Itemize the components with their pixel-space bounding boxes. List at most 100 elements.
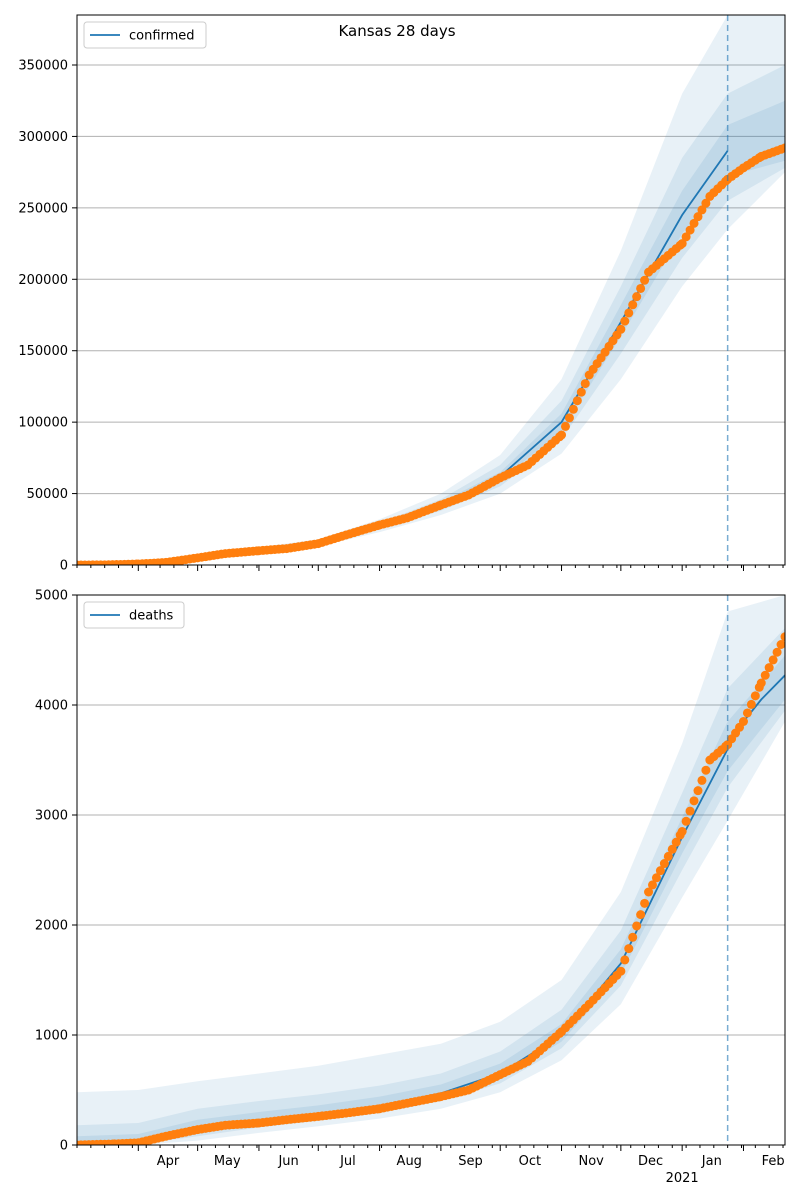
confirmed-interval-band-1 [77,65,785,565]
confirmed-observed-point [632,292,642,302]
confirmed-ytick-label: 200000 [18,273,68,288]
deaths-plot-area [77,595,785,1145]
chart-title: Kansas 28 days [338,22,455,40]
deaths-interval-band-0 [77,595,785,1145]
deaths-observed-point [636,910,646,920]
deaths-observed-point [681,816,691,826]
confirmed-interval-band-0 [77,15,785,565]
deaths-observed-point [628,932,638,942]
confirmed-observed-point [677,239,687,249]
deaths-ytick-label: 3000 [35,809,68,824]
confirmed-plot-area [77,15,785,565]
confirmed-ytick-label: 0 [60,559,68,574]
deaths-observed-point [667,844,677,854]
deaths-panel: 0 1000 2000 3000 4000 5000 deaths [35,589,786,1154]
deaths-observed-point [663,851,673,861]
xtick-label: Aug [397,1154,422,1169]
confirmed-observed-point [557,430,567,440]
deaths-observed-point [624,944,634,954]
confirmed-legend-box [83,21,207,49]
confirmed-observed-point [636,283,646,293]
confirmed-observed-point [572,396,582,406]
xtick-label: Dec [638,1154,663,1169]
confirmed-observed-point [628,300,638,310]
confirmed-observed-point [616,324,626,334]
deaths-observed-point [616,966,626,976]
xtick-label: May [214,1154,241,1169]
xtick-label: Oct [519,1154,541,1169]
deaths-ytick-label: 5000 [35,589,68,604]
xtick-label: Feb [762,1154,785,1169]
deaths-observed-point [647,880,657,890]
deaths-legend-label: deaths [129,609,174,624]
deaths-observed-point [651,873,661,883]
deaths-observed-point [701,765,711,775]
deaths-axes-frame [76,594,786,1146]
deaths-legend: deaths [83,601,185,629]
deaths-observed-point [746,699,756,709]
confirmed-observed-point [780,143,785,153]
xtick-label: Apr [157,1154,180,1169]
deaths-observed-point [738,717,748,726]
deaths-observed-point [640,898,650,908]
confirmed-interval-band-2 [77,100,785,565]
confirmed-ytick-label: 50000 [27,487,68,502]
confirmed-observed-point [681,232,691,242]
deaths-observed-point [644,887,654,897]
confirmed-observed-point [693,212,703,222]
confirmed-observed-point [580,379,590,389]
deaths-observed-point [756,678,766,688]
xtick-year-label: 2021 [666,1171,699,1186]
deaths-ytick-label: 2000 [35,919,68,934]
deaths-observed-point [697,775,707,785]
deaths-observed-point [776,640,785,649]
confirmed-ytick-label: 100000 [18,416,68,431]
xtick-label: Jun [277,1154,298,1169]
confirmed-axes-frame [76,14,786,566]
deaths-ytick-label: 0 [60,1139,68,1154]
confirmed-observed-point [624,308,634,318]
xtick-label: Jan [701,1154,722,1169]
confirmed-observed-point [568,404,578,414]
confirmed-observed-point [689,218,699,228]
confirmed-legend-label: confirmed [129,29,195,44]
deaths-observed-point [671,837,681,847]
deaths-observed-point [768,655,778,665]
xtick-label: Nov [579,1154,605,1169]
deaths-observed-point [677,827,687,836]
confirmed-observed-point [576,387,586,397]
deaths-observed-point [659,859,669,869]
confirmed-ytick-label: 250000 [18,201,68,216]
deaths-ytick-label: 4000 [35,699,68,714]
confirmed-legend: confirmed [83,21,207,49]
deaths-observed-point [760,670,770,680]
confirmed-observed-point [685,225,695,235]
confirmed-observed-point [564,413,574,423]
deaths-observed-point [772,647,782,657]
deaths-observed-point [685,806,695,816]
deaths-observed-point [693,786,703,796]
xtick-label: Jul [339,1154,356,1169]
deaths-observed-point [750,691,760,701]
deaths-observed-point [632,921,642,931]
confirmed-ytick-label: 150000 [18,344,68,359]
deaths-observed-point [780,632,785,642]
confirmed-observed-point [697,205,707,215]
deaths-ytick-label: 1000 [35,1029,68,1044]
confirmed-ytick-label: 350000 [18,59,68,74]
confirmed-panel: 0 50000 100000 150000 200000 250000 300000 3500… [18,14,786,574]
confirmed-observed-point [701,198,711,208]
confirmed-ytick-label: 300000 [18,130,68,145]
deaths-legend-box [83,601,185,629]
confirmed-observed-point [560,421,570,431]
deaths-interval-band-1 [77,628,785,1145]
deaths-observed-point [689,796,699,806]
xtick-label: Sep [458,1154,483,1169]
deaths-observed-point [742,708,752,718]
deaths-observed-point [620,955,630,965]
deaths-observed-point [764,663,774,673]
confirmed-observed-point [640,275,650,285]
deaths-observed-point [655,866,665,876]
confirmed-observed-point [620,316,630,326]
